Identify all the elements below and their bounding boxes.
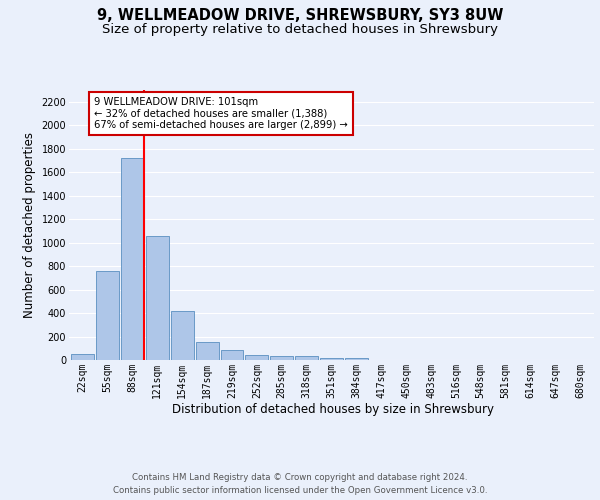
Bar <box>146 236 169 360</box>
Text: 9, WELLMEADOW DRIVE, SHREWSBURY, SY3 8UW: 9, WELLMEADOW DRIVE, SHREWSBURY, SY3 8UW <box>97 8 503 22</box>
Bar <box>270 356 293 360</box>
Bar <box>245 354 268 360</box>
Text: Distribution of detached houses by size in Shrewsbury: Distribution of detached houses by size … <box>172 402 494 415</box>
Bar <box>320 358 343 360</box>
Text: Contains HM Land Registry data © Crown copyright and database right 2024.: Contains HM Land Registry data © Crown c… <box>132 472 468 482</box>
Bar <box>345 358 368 360</box>
Text: Size of property relative to detached houses in Shrewsbury: Size of property relative to detached ho… <box>102 22 498 36</box>
Bar <box>121 158 144 360</box>
Text: 9 WELLMEADOW DRIVE: 101sqm
← 32% of detached houses are smaller (1,388)
67% of s: 9 WELLMEADOW DRIVE: 101sqm ← 32% of deta… <box>94 97 347 130</box>
Bar <box>221 350 244 360</box>
Text: Contains public sector information licensed under the Open Government Licence v3: Contains public sector information licen… <box>113 486 487 495</box>
Bar <box>171 310 194 360</box>
Y-axis label: Number of detached properties: Number of detached properties <box>23 132 36 318</box>
Bar <box>96 271 119 360</box>
Bar <box>196 342 218 360</box>
Bar <box>295 356 318 360</box>
Bar <box>71 354 94 360</box>
